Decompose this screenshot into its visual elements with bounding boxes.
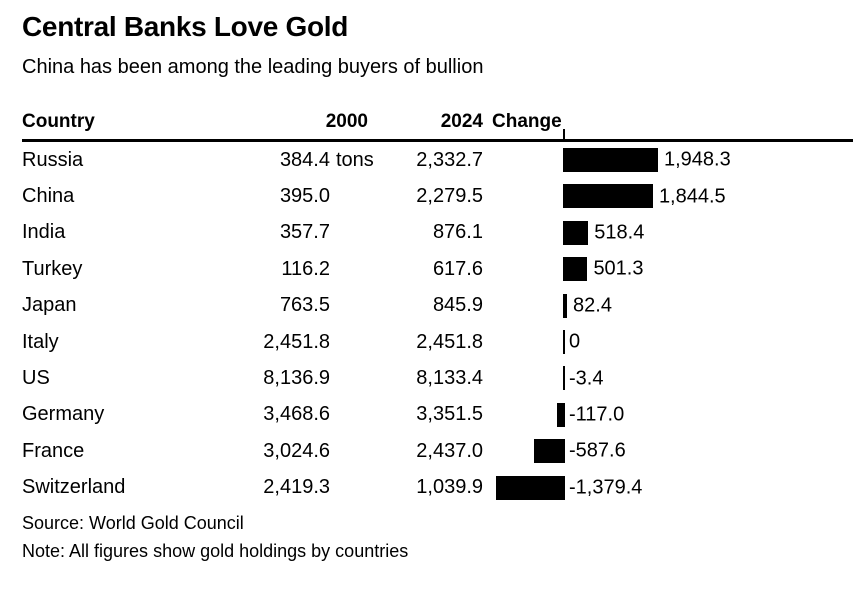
zero-axis-segment xyxy=(563,402,565,427)
table-row: France 3,024.6 2,437.0 -587.6 xyxy=(22,433,844,469)
table-row: US 8,136.9 8,133.4 -3.4 xyxy=(22,360,844,396)
table-row: Germany 3,468.6 3,351.5 -117.0 xyxy=(22,397,844,433)
header-country: Country xyxy=(22,110,95,132)
value-2000-cell: 3,468.6 xyxy=(252,403,368,426)
change-bar-cell: -587.6 xyxy=(483,433,844,469)
country-cell: China xyxy=(22,185,75,208)
zero-axis-segment xyxy=(563,439,565,464)
change-value-label: 1,844.5 xyxy=(658,185,726,208)
change-value-label: -1,379.4 xyxy=(569,476,643,499)
change-bar xyxy=(563,257,588,282)
table-row: Italy 2,451.8 2,451.8 0 xyxy=(22,324,844,360)
change-value-label: 1,948.3 xyxy=(664,148,731,171)
country-cell: US xyxy=(22,367,50,390)
change-bar-cell: 0 xyxy=(483,324,844,360)
header-2000: 2000 xyxy=(325,110,368,132)
value-2024: 1,039.9 xyxy=(416,476,483,499)
value-2000-cell: 384.4 tons xyxy=(252,148,374,172)
value-2000: 2,451.8 xyxy=(263,330,330,353)
value-2000: 2,419.3 xyxy=(263,476,330,499)
zero-axis-segment xyxy=(563,475,565,500)
value-2000-cell: 2,451.8 xyxy=(252,331,368,354)
value-2000: 395.0 xyxy=(279,185,330,208)
value-2000-cell: 763.5 xyxy=(252,294,368,317)
note-line: Note: All figures show gold holdings by … xyxy=(22,541,409,561)
table-body: Russia 384.4 tons 2,332.7 1,948.3 China 3… xyxy=(22,142,844,506)
table-row: India 357.7 876.1 518.4 xyxy=(22,215,844,251)
change-value-label: 0 xyxy=(569,330,581,353)
change-bar xyxy=(534,439,563,464)
value-2000: 384.4 xyxy=(279,148,330,171)
value-2000-cell: 3,024.6 xyxy=(252,440,368,463)
value-2000: 8,136.9 xyxy=(263,367,330,390)
unit-label: tons xyxy=(336,148,374,171)
change-bar xyxy=(563,184,653,209)
change-bar xyxy=(563,148,658,172)
change-bar-cell: 518.4 xyxy=(483,215,844,251)
value-2024: 2,279.5 xyxy=(416,185,483,208)
header-change-area: Change xyxy=(483,104,844,142)
value-2000: 357.7 xyxy=(279,221,330,244)
table-header-row: Country 2000 2024 Change xyxy=(22,104,844,142)
change-value-label: 501.3 xyxy=(593,257,644,280)
country-cell: Switzerland xyxy=(22,476,126,499)
country-cell: Japan xyxy=(22,294,77,317)
value-2024: 617.6 xyxy=(432,257,483,280)
table-row: Turkey 116.2 617.6 501.3 xyxy=(22,251,844,287)
change-bar-cell: -3.4 xyxy=(483,360,844,396)
change-bar-cell: 1,948.3 xyxy=(483,142,844,178)
header-2024: 2024 xyxy=(440,110,483,132)
header-change: Change xyxy=(492,110,562,132)
change-bar xyxy=(563,293,568,318)
value-2000-cell: 357.7 xyxy=(252,221,368,244)
country-cell: Germany xyxy=(22,403,105,426)
change-value-label: 518.4 xyxy=(594,221,645,244)
value-2024: 8,133.4 xyxy=(416,367,483,390)
change-bar xyxy=(495,475,563,500)
change-value-label: -117.0 xyxy=(569,403,625,426)
value-2000: 3,468.6 xyxy=(263,403,330,426)
country-cell: France xyxy=(22,439,85,462)
value-2024: 876.1 xyxy=(432,221,483,244)
change-bar xyxy=(563,220,589,245)
country-cell: Russia xyxy=(22,148,84,171)
change-bar-cell: 1,844.5 xyxy=(483,178,844,214)
change-bar xyxy=(557,402,563,427)
zero-axis-segment xyxy=(563,366,565,391)
header-divider-rule xyxy=(22,139,853,142)
table-row: Japan 763.5 845.9 82.4 xyxy=(22,288,844,324)
value-2000: 116.2 xyxy=(281,257,330,280)
value-2000-cell: 2,419.3 xyxy=(252,476,368,499)
change-bar-cell: -117.0 xyxy=(483,397,844,433)
value-2000: 763.5 xyxy=(279,294,330,317)
chart-subtitle: China has been among the leading buyers … xyxy=(22,56,484,78)
source-line: Source: World Gold Council xyxy=(22,513,244,533)
chart-title: Central Banks Love Gold xyxy=(22,11,349,42)
change-bar-cell: 82.4 xyxy=(483,288,844,324)
country-cell: Italy xyxy=(22,330,59,353)
country-cell: India xyxy=(22,221,66,244)
change-value-label: 82.4 xyxy=(573,294,612,317)
zero-axis-tick xyxy=(563,129,565,142)
value-2000: 3,024.6 xyxy=(263,439,330,462)
change-value-label: -587.6 xyxy=(569,439,626,462)
value-2024: 3,351.5 xyxy=(416,403,483,426)
value-2024: 845.9 xyxy=(432,294,483,317)
value-2000-cell: 395.0 xyxy=(252,185,368,208)
change-bar-cell: 501.3 xyxy=(483,251,844,287)
value-2024: 2,332.7 xyxy=(416,148,483,171)
change-bar-cell: -1,379.4 xyxy=(483,470,844,506)
zero-axis-segment xyxy=(563,329,565,354)
change-value-label: -3.4 xyxy=(569,367,604,390)
value-2024: 2,451.8 xyxy=(416,330,483,353)
table-row: China 395.0 2,279.5 1,844.5 xyxy=(22,178,844,214)
value-2000-cell: 116.2 xyxy=(252,258,368,281)
value-2000-cell: 8,136.9 xyxy=(252,367,368,390)
chart-footer: Source: World Gold Council Note: All fig… xyxy=(22,509,408,565)
table-row: Switzerland 2,419.3 1,039.9 -1,379.4 xyxy=(22,470,844,506)
country-cell: Turkey xyxy=(22,257,83,280)
value-2024: 2,437.0 xyxy=(416,439,483,462)
table-row: Russia 384.4 tons 2,332.7 1,948.3 xyxy=(22,142,844,178)
